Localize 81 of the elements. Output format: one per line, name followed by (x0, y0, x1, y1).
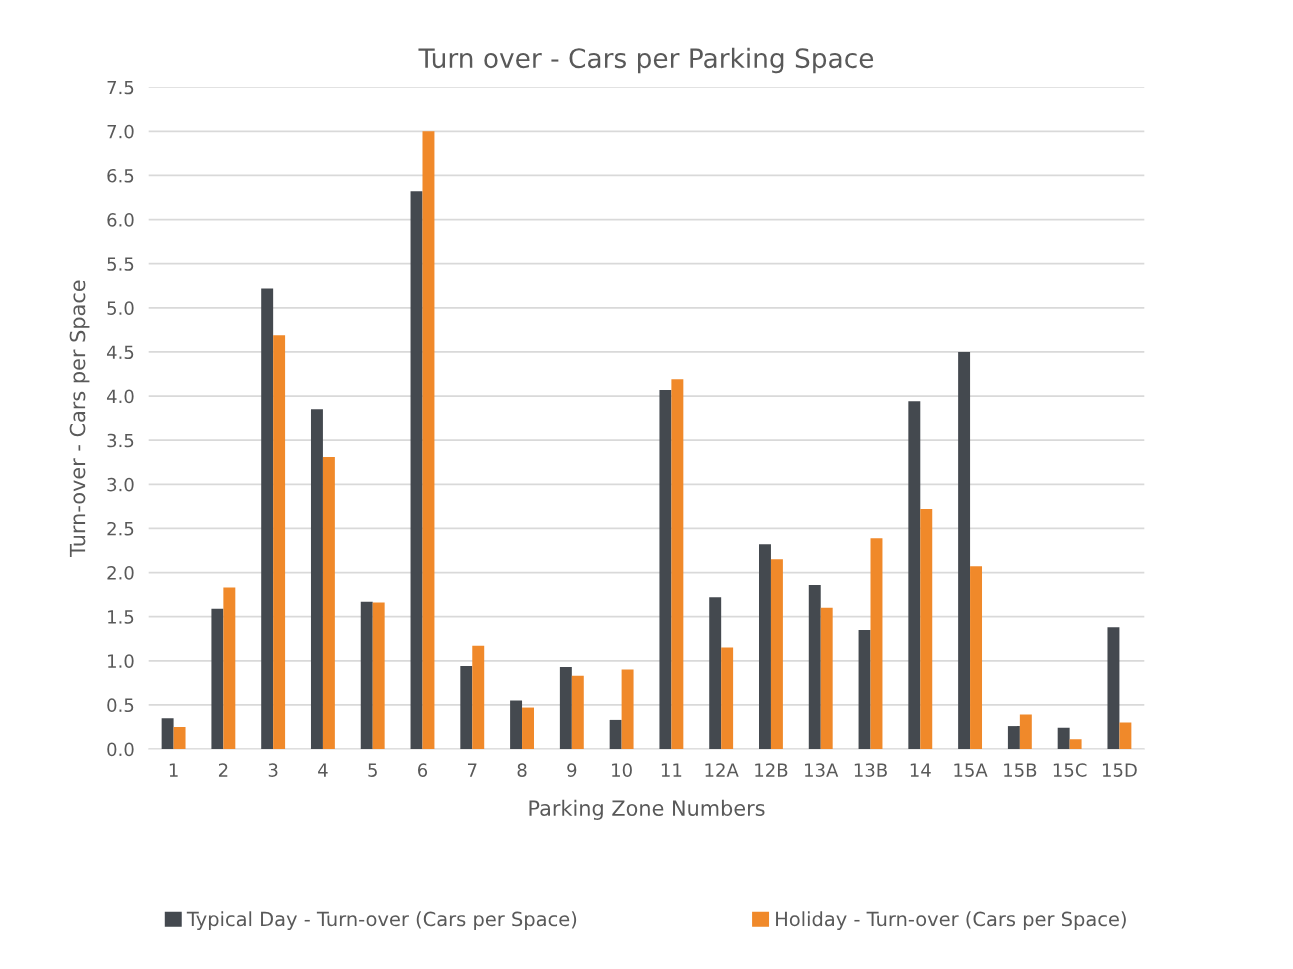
bar (908, 401, 921, 750)
y-tick-label: 1.0 (108, 654, 134, 668)
x-tick-label: 10 (612, 763, 632, 777)
y-tick-label: 6.0 (107, 213, 134, 227)
bar (422, 131, 435, 750)
y-tick-label: 3.5 (107, 433, 134, 448)
x-tick-label: 12B (755, 763, 788, 777)
bar (609, 719, 622, 750)
x-tick-label: 13B (854, 763, 887, 777)
y-tick-label: 2.0 (107, 566, 134, 580)
legend-label: Typical Day - Turn-over (Cars per Space) (186, 911, 577, 931)
bar (522, 707, 534, 750)
bar (820, 607, 833, 750)
x-tick-label: 12A (705, 763, 739, 777)
bar (759, 544, 771, 750)
bar (858, 629, 871, 750)
bar (721, 647, 734, 750)
bar (310, 409, 323, 750)
x-tick-label: 4 (318, 763, 328, 777)
x-tick-label: 9 (567, 763, 577, 777)
bar (472, 645, 485, 750)
x-tick-label: 11 (661, 763, 682, 777)
bar (1019, 714, 1032, 750)
bar (808, 584, 821, 750)
bar (410, 191, 423, 750)
bar (1107, 627, 1120, 750)
x-tick-label: 1 (169, 763, 178, 777)
x-axis-title: Parking Zone Numbers (529, 799, 765, 821)
bar (571, 675, 584, 750)
x-tick-label: 15C (1053, 763, 1087, 777)
bar (709, 597, 722, 750)
y-tick-label: 5.0 (107, 301, 134, 315)
chart-title: Turn over - Cars per Parking Space (418, 47, 874, 74)
y-tick-label: 3.0 (107, 477, 134, 492)
y-tick-label: 0.0 (107, 742, 134, 757)
bar (770, 559, 783, 750)
x-tick-label: 15B (1004, 763, 1037, 777)
y-tick-label: 7.0 (107, 124, 134, 139)
x-tick-label: 13A (805, 763, 839, 777)
y-tick-label: 5.5 (107, 257, 134, 271)
bar (920, 509, 933, 750)
x-tick-label: 3 (268, 763, 278, 777)
bar (1119, 722, 1132, 750)
y-tick-label: 7.5 (107, 80, 134, 95)
bar (621, 669, 634, 750)
bar (173, 726, 186, 750)
x-tick-label: 2 (218, 763, 228, 777)
bar (261, 288, 274, 750)
bar (273, 335, 286, 750)
y-tick-label: 4.0 (106, 389, 134, 404)
bar (958, 351, 971, 750)
bar (1057, 727, 1070, 750)
bar (671, 379, 684, 750)
x-tick-label: 5 (368, 763, 377, 777)
bar (460, 666, 473, 750)
bar (1069, 739, 1082, 750)
bar (322, 456, 335, 750)
x-tick-label: 15A (954, 763, 988, 777)
y-tick-label: 6.5 (107, 168, 134, 183)
y-tick-label: 4.5 (106, 345, 134, 360)
x-tick-label: 8 (517, 763, 527, 777)
bar (1007, 726, 1020, 750)
bar (510, 700, 523, 750)
x-tick-label: 15D (1102, 763, 1137, 777)
bar (372, 602, 385, 750)
legend-label: Holiday - Turn-over (Cars per Space) (776, 911, 1126, 931)
y-tick-label: 0.5 (107, 698, 134, 713)
bar (161, 718, 174, 750)
bar (360, 601, 373, 750)
bar (970, 566, 983, 750)
y-tick-label: 2.5 (107, 521, 134, 536)
bar (659, 389, 672, 750)
x-tick-label: 7 (468, 763, 477, 777)
bar (211, 608, 224, 750)
x-tick-label: 6 (418, 763, 428, 777)
bar (223, 587, 236, 750)
y-axis-title: Turn-over - Cars per Space (69, 280, 90, 557)
x-tick-label: 14 (910, 763, 931, 777)
bar (559, 666, 572, 750)
y-tick-label: 1.5 (108, 610, 134, 624)
bar (870, 538, 883, 750)
